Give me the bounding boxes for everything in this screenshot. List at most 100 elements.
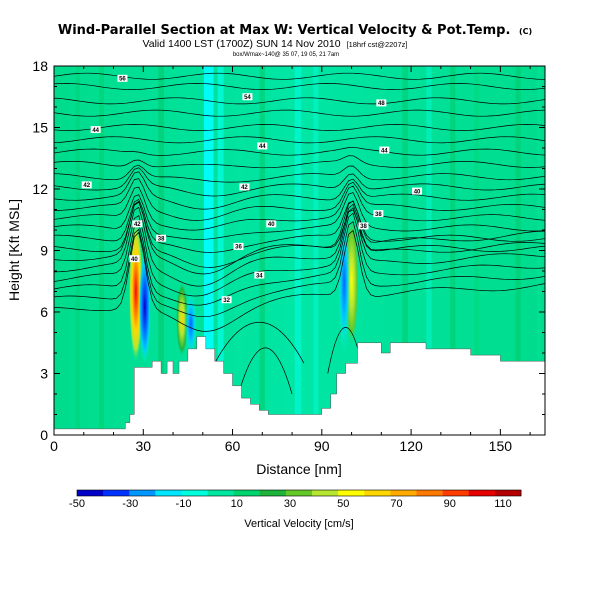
theta-contour-line (54, 203, 545, 287)
plot-field: 56 54 48 44 44 44 42 42 40 40 38 38 38 36 34 32 42 40 (54, 66, 545, 435)
chart-subtitle-text: Valid 1400 LST (1700Z) SUN 14 Nov 2010 (143, 38, 341, 50)
theta-contour-line (238, 347, 293, 395)
theta-contour-line (54, 171, 545, 210)
x-tick-label: 150 (489, 438, 513, 454)
field-stripe (294, 66, 302, 435)
x-axis: 0 30 60 90 120 150 (50, 66, 531, 454)
y-axis-label: Height [Kft MSL] (6, 199, 22, 301)
contour-label: 40 (414, 189, 421, 195)
colorbar-tick-label: -10 (176, 498, 192, 510)
theta-contour-line (54, 221, 545, 318)
theta-contour-line (54, 229, 545, 332)
theta-contour-line (54, 167, 545, 197)
x-tick-label: 90 (314, 438, 330, 454)
colorbar-swatch (468, 490, 496, 496)
theta-contours (54, 72, 545, 395)
colorbar-tick-label: -30 (122, 498, 138, 510)
chart-title: Wind-Parallel Section at Max W: Vertical… (58, 23, 532, 38)
y-tick-label: 18 (32, 58, 48, 74)
contour-label: 40 (131, 257, 138, 263)
field-stripe (259, 66, 265, 435)
terrain-edge (54, 336, 545, 430)
contour-label: 42 (83, 183, 90, 189)
theta-contour-line (54, 200, 545, 275)
field-stripe (203, 66, 214, 435)
x-tick-label: 30 (135, 438, 151, 454)
field-stripe (515, 66, 521, 435)
chart-subtitle-note: [18hrf cst@2207z] (347, 40, 408, 49)
theta-contour-line (54, 136, 545, 144)
contour-label: 56 (119, 77, 126, 83)
theta-contour-line (54, 146, 545, 156)
x-tick-label: 60 (225, 438, 241, 454)
x-tick-label: 0 (50, 438, 58, 454)
colorbar-swatch (233, 490, 261, 496)
theta-contour-line (54, 207, 545, 297)
contour-label: 32 (223, 298, 230, 304)
colorbar-tick-label: 10 (231, 498, 243, 510)
colorbar (76, 489, 522, 497)
colorbar-swatch (312, 490, 339, 496)
field-stripe (402, 66, 409, 435)
contour-label: 34 (256, 273, 263, 279)
contour-label-bg (257, 142, 268, 150)
contour-label-bg (242, 93, 253, 101)
field-stripe (75, 66, 80, 435)
colorbar-swatch (129, 490, 156, 496)
y-tick-label: 15 (32, 120, 48, 136)
contour-label-bg (81, 181, 92, 189)
chart-title-mark: (C) (519, 27, 532, 36)
colorbar-swatch (416, 490, 444, 496)
theta-contour-line (54, 124, 545, 131)
colorbar-swatch (364, 490, 391, 496)
contour-label-bg (373, 210, 384, 218)
theta-contour-line (54, 97, 545, 105)
colorbar-swatch (181, 490, 208, 496)
colorbar-tick-label: 90 (444, 498, 456, 510)
contour-label: 40 (268, 222, 275, 228)
colorbar-swatch (155, 490, 182, 496)
y-tick-label: 12 (32, 181, 48, 197)
field-stripe (217, 66, 224, 435)
colorbar-swatch (494, 490, 522, 496)
y-tick-label: 6 (40, 304, 48, 320)
contour-label: 42 (134, 222, 141, 228)
downdraft-cell (138, 250, 151, 364)
theta-contour-line (54, 185, 545, 231)
contour-label-bg (379, 146, 390, 154)
x-axis-label: Distance [nm] (256, 461, 342, 477)
contour-label-bg (412, 187, 423, 195)
colorbar-swatch (285, 490, 313, 496)
updraft-cell (175, 281, 188, 358)
contour-label: 36 (235, 245, 242, 251)
colorbar-ticks: -50 -30 -10 10 30 50 70 90 110 (69, 498, 512, 510)
colorbar-frame (76, 489, 522, 497)
colorbar-swatch (338, 490, 365, 496)
contour-label: 54 (244, 95, 251, 101)
field-stripe (450, 66, 456, 435)
field-stripe (234, 66, 243, 435)
theta-contour-line (54, 199, 545, 253)
terrain-mask (54, 336, 545, 435)
chart-small-note: box/Wmax~140@ 35 07, 19 05, 21 7am (233, 52, 339, 58)
theta-contour-line (54, 109, 545, 117)
contour-label: 44 (381, 148, 388, 154)
contour-label: 38 (375, 212, 382, 218)
colorbar-swatch (390, 490, 417, 496)
colorbar-tick-label: 70 (390, 498, 402, 510)
theta-contour-labels: 56 54 48 44 44 44 42 42 40 40 38 38 38 36 34 32 42 40 (81, 74, 423, 304)
colorbar-swatch (77, 490, 104, 496)
field-stripe (158, 66, 165, 435)
contour-label-bg (239, 183, 250, 191)
colorbar-swatch (259, 490, 287, 496)
field-stripe (313, 66, 319, 435)
y-tick-label: 3 (40, 366, 48, 382)
contour-label: 38 (158, 236, 165, 242)
contour-label: 42 (241, 185, 248, 191)
contour-label-bg (254, 271, 265, 279)
contour-label-bg (266, 220, 277, 228)
contour-label-bg (129, 255, 140, 263)
chart-title-text: Wind-Parallel Section at Max W: Vertical… (58, 23, 511, 38)
